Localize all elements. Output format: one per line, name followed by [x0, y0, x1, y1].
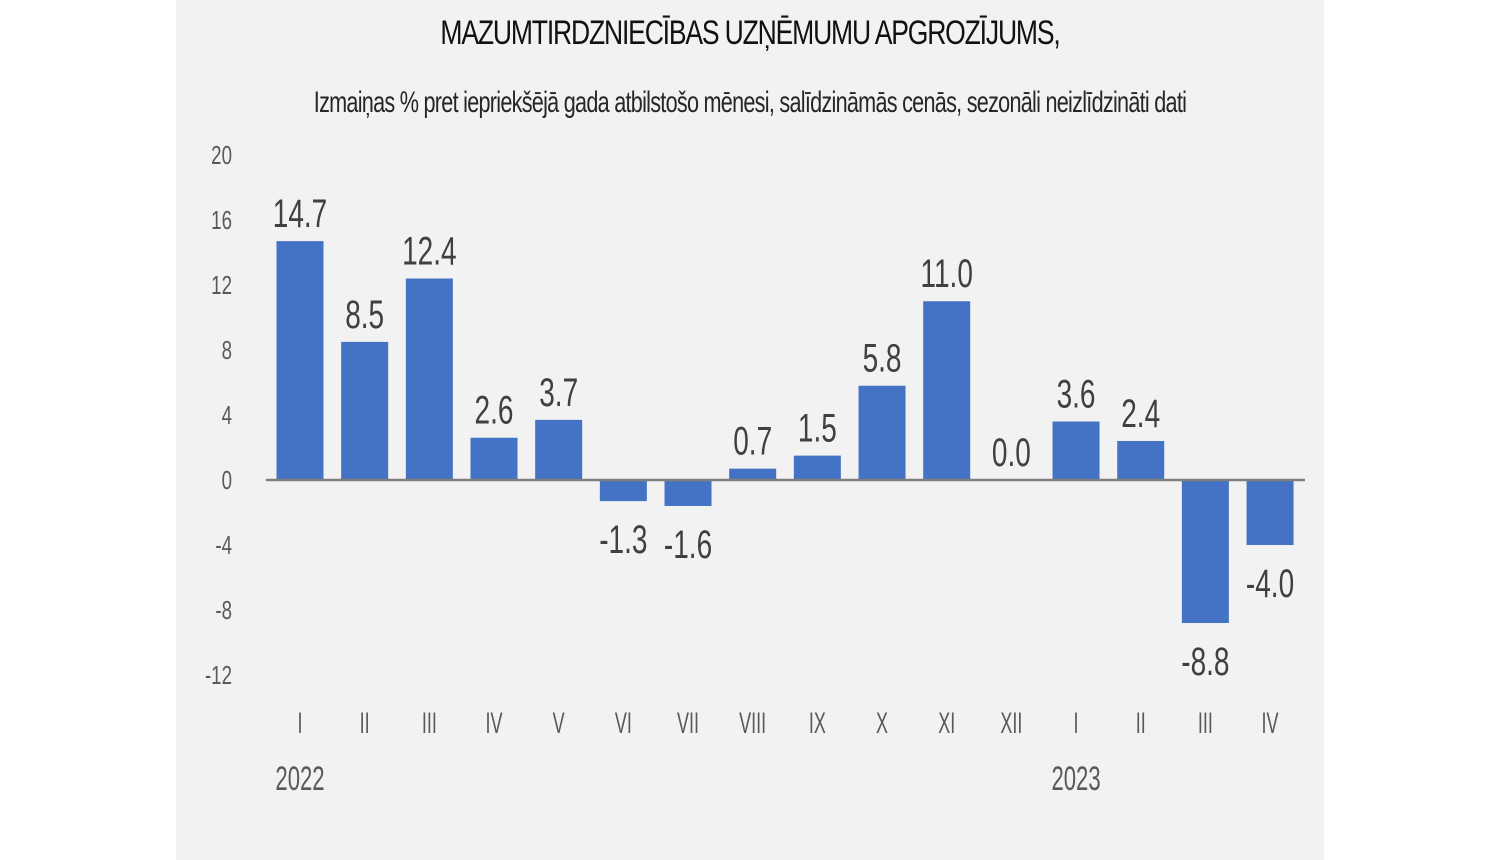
chart-title: MAZUMTIRDZNIECĪBAS UZŅĒMUMU APGROZĪJUMS,	[440, 14, 1060, 52]
data-label: 2.4	[1121, 392, 1160, 436]
x-tick-label: VIII	[739, 708, 766, 741]
data-label: 11.0	[920, 252, 972, 296]
y-tick-label: 0	[222, 465, 232, 495]
bar	[1246, 480, 1294, 545]
y-tick-label: 12	[211, 270, 232, 300]
data-label: 5.8	[863, 337, 902, 381]
data-label: 3.7	[539, 371, 578, 415]
data-label: 0.7	[733, 420, 772, 464]
x-tick-label: III	[1198, 708, 1213, 741]
bar	[276, 241, 324, 480]
x-tick-label: IV	[486, 708, 503, 741]
data-label: 3.6	[1057, 373, 1096, 417]
bar	[729, 468, 777, 480]
y-tick-label: -12	[205, 660, 232, 690]
chart-subtitle: Izmaiņas % pret iepriekšējā gada atbilst…	[313, 86, 1187, 119]
data-label: -1.6	[664, 523, 712, 567]
bar	[1181, 480, 1229, 623]
y-tick-label: 8	[222, 335, 232, 365]
data-label: -1.3	[599, 518, 647, 562]
bar	[1117, 441, 1165, 480]
bar	[923, 301, 971, 480]
x-tick-label: II	[1136, 708, 1146, 741]
y-tick-label: -4	[215, 530, 232, 560]
x-tick-label: I	[1074, 708, 1079, 741]
x-tick-label: IX	[809, 708, 826, 741]
x-tick-label: XII	[1000, 708, 1022, 741]
x-tick-label: VII	[677, 708, 699, 741]
y-tick-label: 4	[222, 400, 232, 430]
x-tick-label: X	[876, 708, 888, 741]
bar	[793, 455, 841, 480]
bar	[664, 480, 712, 506]
x-tick-label: VI	[615, 708, 632, 741]
bar	[858, 385, 906, 480]
bar	[599, 480, 647, 502]
data-label: 2.6	[475, 389, 514, 433]
bar	[535, 419, 583, 480]
bar	[405, 278, 453, 480]
x-tick-label: I	[297, 708, 302, 741]
data-label: -4.0	[1246, 562, 1294, 606]
bar	[341, 341, 389, 480]
y-tick-label: 20	[211, 140, 232, 170]
x-tick-label: II	[360, 708, 370, 741]
data-label: -8.8	[1181, 640, 1229, 684]
bar	[1052, 421, 1100, 480]
data-label: 1.5	[798, 407, 837, 451]
y-tick-label: 16	[211, 205, 232, 235]
year-label: 2023	[1051, 760, 1100, 798]
data-label: 8.5	[345, 293, 384, 337]
data-label: 14.7	[273, 192, 327, 236]
year-label: 2022	[275, 760, 324, 798]
x-tick-label: III	[422, 708, 437, 741]
x-tick-label: V	[553, 708, 565, 741]
data-label: 12.4	[402, 230, 456, 274]
y-tick-label: -8	[215, 595, 232, 625]
x-tick-label: XI	[938, 708, 955, 741]
data-label: 0.0	[992, 431, 1031, 475]
x-tick-label: IV	[1262, 708, 1279, 741]
bar	[470, 437, 518, 480]
